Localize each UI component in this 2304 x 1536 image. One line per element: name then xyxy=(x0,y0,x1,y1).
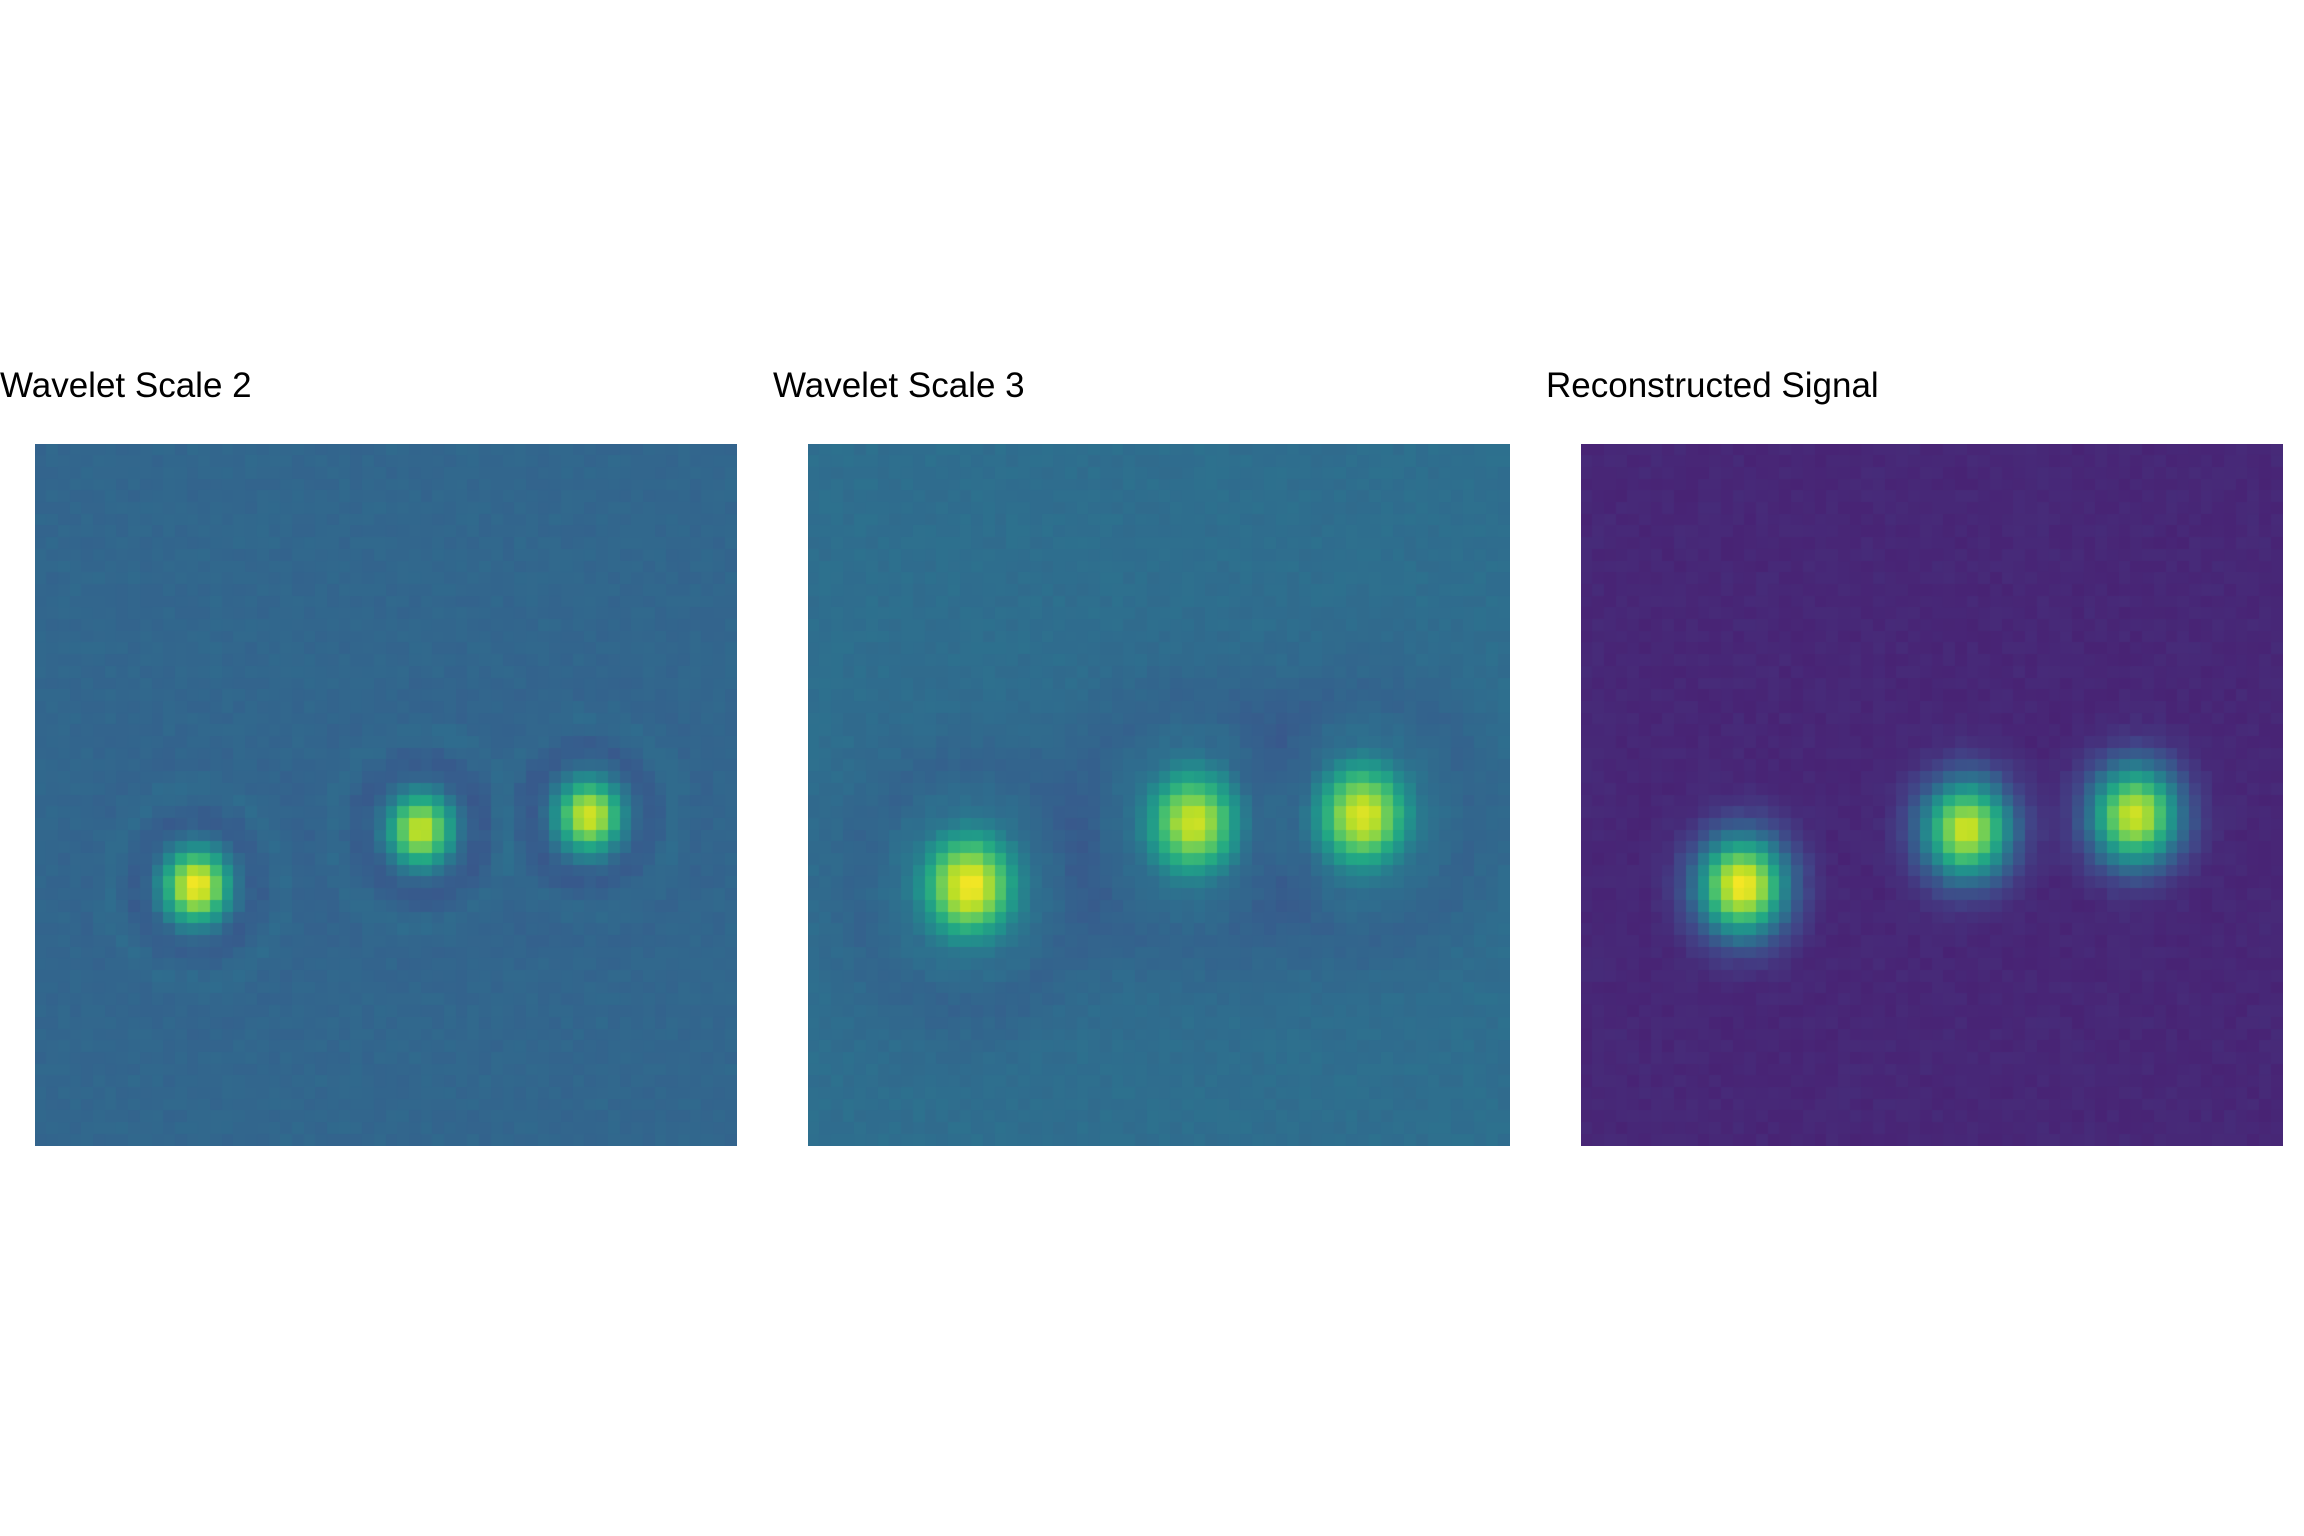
heatmap-wavelet-scale-2 xyxy=(35,444,737,1146)
panel-title-reconstructed-signal: Reconstructed Signal xyxy=(1546,366,1879,405)
heatmap-reconstructed-signal xyxy=(1581,444,2283,1146)
panel-title-wavelet-scale-3: Wavelet Scale 3 xyxy=(773,366,1025,405)
heatmap-wavelet-scale-3 xyxy=(808,444,1510,1146)
panel-title-wavelet-scale-2: Wavelet Scale 2 xyxy=(0,366,252,405)
